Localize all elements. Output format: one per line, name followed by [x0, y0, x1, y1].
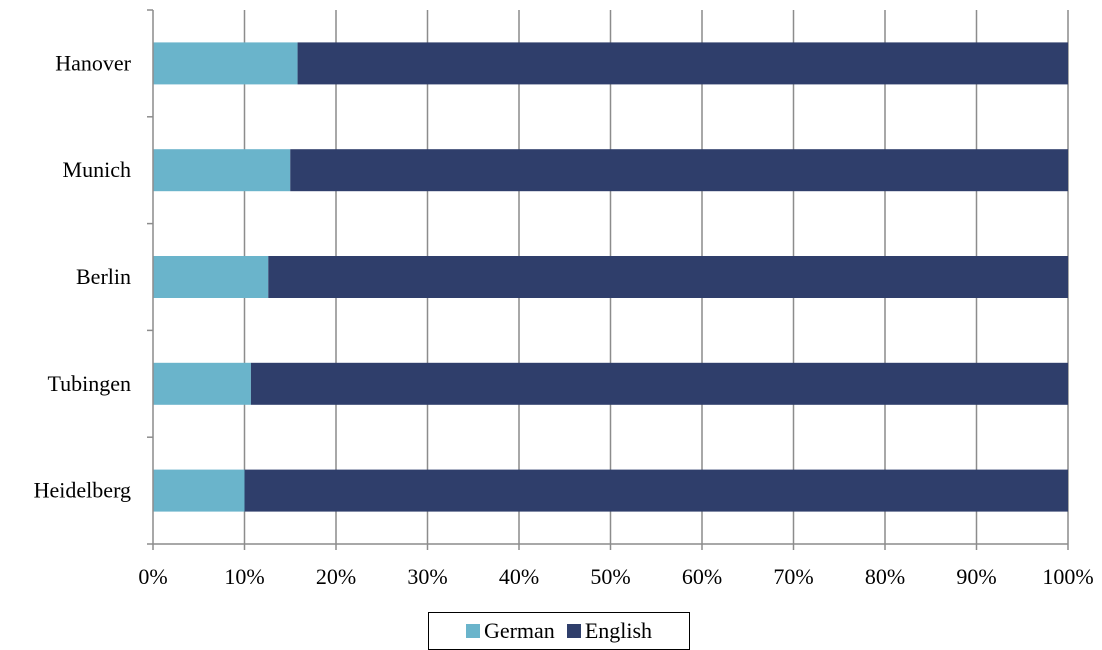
x-tick-label: 0%: [138, 564, 167, 589]
x-tick-label: 60%: [682, 564, 722, 589]
category-label: Hanover: [55, 50, 131, 75]
bar-german-berlin: [153, 256, 269, 298]
x-tick-label: 50%: [590, 564, 630, 589]
legend-item-english: English: [566, 618, 653, 644]
x-tick-labels: 0% 10% 20% 30% 40% 50% 60% 70% 80% 90% 100%: [138, 564, 1093, 589]
x-tick-label: 90%: [956, 564, 996, 589]
legend-label-german: German: [483, 618, 555, 643]
bar-german-munich: [153, 149, 291, 192]
x-tick-label: 40%: [499, 564, 539, 589]
stacked-bar-chart: 0% 10% 20% 30% 40% 50% 60% 70% 80% 90% 100% Hanove…: [34, 9, 1094, 589]
x-tick-label: 20%: [316, 564, 356, 589]
bar-english-hanover: [297, 42, 1068, 85]
axes: [147, 9, 1069, 550]
bar-english-tubingen: [250, 362, 1068, 405]
category-label: Heidelberg: [34, 478, 131, 503]
x-tick-label: 70%: [773, 564, 813, 589]
bar-german-heidelberg: [153, 469, 245, 512]
category-label: Berlin: [76, 264, 131, 289]
x-tick-label: 80%: [865, 564, 905, 589]
x-tick-label: 100%: [1042, 564, 1093, 589]
legend: German English: [428, 612, 690, 650]
bar-german-tubingen: [153, 362, 251, 405]
legend-label-english: English: [584, 618, 653, 643]
x-tick-label: 30%: [407, 564, 447, 589]
legend-swatch-english: [566, 624, 581, 638]
legend-swatch-german: [465, 624, 480, 638]
category-labels: Hanover Munich Berlin Tubingen Heidelberg: [34, 50, 132, 502]
bar-german-hanover: [153, 42, 298, 85]
bars: [153, 42, 1068, 512]
legend-item-german: German: [465, 618, 555, 644]
category-label: Munich: [63, 157, 131, 182]
bar-english-heidelberg: [244, 469, 1068, 512]
bar-english-munich: [290, 149, 1068, 192]
category-label: Tubingen: [47, 371, 131, 396]
x-tick-label: 10%: [224, 564, 264, 589]
bar-english-berlin: [268, 256, 1068, 298]
